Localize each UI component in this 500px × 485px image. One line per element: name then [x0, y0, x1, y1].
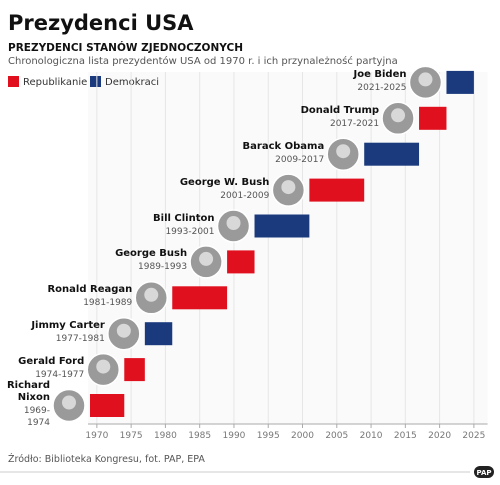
president-label: Bill Clinton 1993-2001 [2, 212, 215, 238]
president-name: Barack Obama [242, 140, 325, 152]
legend-swatch [90, 76, 101, 87]
president-term: 1989-1993 [138, 262, 188, 273]
president-label: George W. Bush 2001-2009 [2, 176, 270, 202]
president-term: 2017-2021 [329, 118, 380, 129]
x-tick-label: 2015 [394, 431, 417, 441]
president-label: Richard Nixon 1969-1974 [2, 380, 50, 429]
president-name: George W. Bush [179, 176, 270, 188]
x-tick-label: 2000 [291, 431, 314, 441]
portrait-face [226, 216, 241, 230]
portrait-face [116, 323, 131, 338]
x-tick-label: 1975 [120, 431, 143, 441]
logo: PAP [476, 469, 491, 477]
term-bar [254, 214, 310, 238]
x-tick-label: 1980 [154, 431, 177, 441]
president-term: 1981-1989 [83, 298, 133, 309]
portrait-face [96, 359, 111, 374]
president-label: Gerald Ford 1974-1977 [2, 356, 84, 381]
president-label: Barack Obama 2009-2017 [2, 140, 325, 166]
logo-badge [474, 466, 494, 478]
term-bar [364, 142, 420, 166]
x-tick-label: 1995 [257, 431, 280, 441]
term-bar [144, 322, 173, 346]
president-term: 2009-2017 [275, 154, 325, 165]
president-label: Ronald Reagan 1981-1989 [2, 284, 132, 309]
term-bar [90, 394, 125, 417]
x-tick-label: 2020 [428, 431, 451, 441]
portrait-face [199, 251, 214, 266]
president-name: George Bush [115, 248, 188, 260]
x-tick-label: 1990 [223, 431, 246, 441]
term-bar [419, 106, 447, 130]
president-term: 2021-2025 [357, 82, 407, 93]
president-term: 1974-1977 [35, 370, 85, 381]
president-name: Jimmy Carter [31, 320, 105, 332]
term-bar [446, 70, 474, 94]
president-name: Richard Nixon [6, 380, 50, 403]
president-term: 1977-1981 [55, 334, 105, 345]
portrait-face [144, 287, 159, 302]
source: Źródło: Biblioteka Kongresu, fot. PAP, E… [8, 453, 205, 465]
term-bar [124, 358, 145, 382]
president-term: 1993-2001 [165, 226, 215, 237]
president-label: Donald Trump 2017-2021 [2, 105, 379, 130]
president-name: Gerald Ford [18, 356, 85, 368]
plot-area [88, 72, 488, 424]
portrait-face [418, 72, 433, 87]
portrait-face [62, 395, 76, 410]
legend-swatch [8, 76, 19, 87]
term-bar [309, 178, 365, 202]
description: Chronologiczna lista prezydentów USA od … [8, 55, 398, 67]
president-name: Bill Clinton [153, 212, 215, 224]
president-label: Joe Biden 2021-2025 [2, 68, 407, 94]
portrait-face [336, 144, 351, 159]
chart-title: Prezydenci USA [8, 11, 194, 35]
x-tick-label: 1985 [188, 431, 211, 441]
x-tick-label: 2025 [462, 431, 485, 441]
president-term: 2001-2009 [220, 190, 270, 201]
president-label: George Bush 1989-1993 [2, 248, 187, 273]
president-name: Ronald Reagan [47, 284, 133, 296]
portrait-face [391, 108, 406, 123]
legend-label: Republikanie [23, 77, 87, 88]
president-term: 1969-1974 [23, 406, 50, 428]
subtitle: PREZYDENCI STANÓW ZJEDNOCZONYCH [8, 41, 243, 54]
legend-label: Demokraci [105, 77, 159, 88]
president-name: Donald Trump [300, 104, 380, 116]
x-tick-label: 2005 [325, 431, 348, 441]
x-tick-label: 2010 [360, 431, 383, 441]
term-bar [227, 250, 255, 274]
president-name: Joe Biden [353, 68, 407, 80]
portrait-face [281, 180, 296, 195]
president-label: Jimmy Carter 1977-1981 [2, 320, 105, 345]
term-bar [172, 286, 228, 310]
x-tick-label: 1970 [85, 431, 108, 441]
